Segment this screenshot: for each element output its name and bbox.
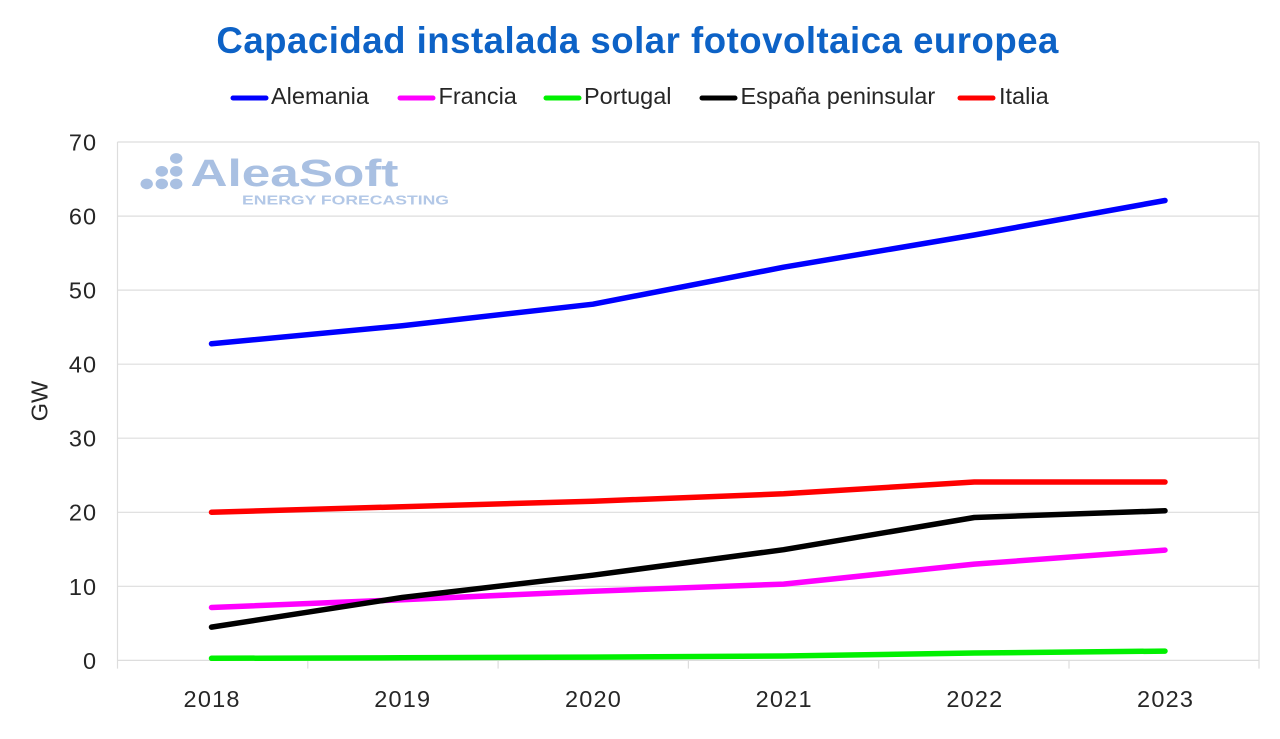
svg-text:2020: 2020 — [565, 686, 622, 712]
svg-text:10: 10 — [69, 574, 97, 600]
svg-text:20: 20 — [69, 500, 97, 526]
svg-text:ENERGY FORECASTING: ENERGY FORECASTING — [242, 193, 449, 208]
svg-text:AleaSoft: AleaSoft — [191, 152, 400, 194]
svg-text:70: 70 — [69, 130, 97, 156]
svg-text:GW: GW — [27, 380, 53, 421]
svg-text:Capacidad instalada solar foto: Capacidad instalada solar fotovoltaica e… — [216, 20, 1059, 61]
svg-text:2023: 2023 — [1137, 686, 1194, 712]
svg-text:2019: 2019 — [374, 686, 431, 712]
svg-text:Italia: Italia — [999, 83, 1050, 109]
svg-text:40: 40 — [69, 352, 97, 378]
svg-text:2022: 2022 — [946, 686, 1003, 712]
svg-text:30: 30 — [69, 426, 97, 452]
svg-text:Francia: Francia — [439, 83, 518, 109]
svg-text:0: 0 — [83, 648, 97, 674]
svg-text:Portugal: Portugal — [584, 83, 672, 109]
svg-text:2018: 2018 — [184, 686, 241, 712]
svg-text:España peninsular: España peninsular — [741, 83, 936, 109]
svg-text:Alemania: Alemania — [271, 83, 370, 109]
svg-text:50: 50 — [69, 278, 97, 304]
svg-text:60: 60 — [69, 204, 97, 230]
svg-text:2021: 2021 — [756, 686, 813, 712]
